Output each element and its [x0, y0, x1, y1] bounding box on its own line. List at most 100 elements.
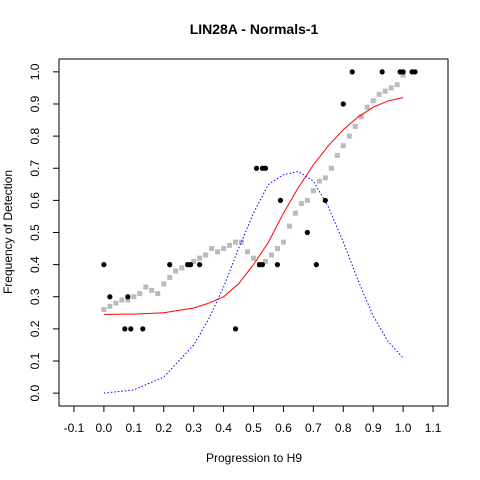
running-frequency-point — [274, 246, 280, 252]
running-frequency-point — [322, 175, 328, 181]
data-point — [412, 69, 418, 75]
running-frequency-point — [310, 188, 316, 194]
y-tick-label: 1.0 — [28, 63, 42, 80]
running-frequency-point — [221, 246, 227, 252]
running-frequency-point — [137, 291, 143, 297]
data-point — [122, 326, 128, 332]
data-point — [340, 101, 346, 107]
data-point — [197, 262, 203, 268]
data-point — [167, 262, 173, 268]
running-frequency-point — [167, 274, 173, 280]
running-frequency-point — [155, 291, 161, 297]
running-frequency-point — [125, 297, 131, 303]
running-frequency-point — [376, 91, 382, 97]
running-frequency-point — [394, 82, 400, 88]
running-frequency-point — [215, 249, 221, 255]
x-tick-label: 0.9 — [365, 421, 382, 435]
density-curve — [103, 170, 404, 394]
y-tick-label: 0.7 — [28, 160, 42, 177]
x-tick-label: 0.1 — [125, 421, 142, 435]
data-point — [274, 262, 281, 268]
data-point — [313, 262, 319, 268]
running-frequency-point — [203, 252, 209, 258]
y-tick-label: 0.2 — [28, 320, 42, 337]
running-frequency-point — [233, 239, 239, 245]
running-frequency-point — [245, 249, 251, 255]
running-frequency-point — [107, 303, 113, 309]
running-frequency-point — [119, 297, 125, 303]
data-point — [322, 197, 328, 203]
running-frequency-point — [352, 123, 358, 129]
data-point — [140, 326, 146, 332]
data-point — [262, 165, 269, 171]
running-frequency-point — [298, 201, 304, 207]
x-axis-title: Progression to H9 — [206, 451, 302, 465]
running-frequency-point — [262, 258, 268, 264]
running-frequency-point — [388, 85, 394, 91]
data-point — [101, 262, 107, 268]
data-point — [232, 326, 239, 332]
y-tick-label: 0.0 — [28, 384, 42, 401]
data-point — [277, 197, 284, 203]
running-frequency-point — [143, 284, 149, 290]
data-point — [259, 262, 266, 268]
running-frequency-point — [161, 281, 167, 287]
data-point — [400, 69, 406, 75]
x-axis: -0.1 0.0 0.1 0.2 0.3 0.4 0.5 0.6 0.7 0.8 0.9 1.0 1.1 — [64, 406, 442, 435]
running-frequency-point — [370, 98, 376, 104]
x-tick-label: 0.3 — [185, 421, 202, 435]
running-frequency-point — [131, 294, 137, 300]
y-tick-label: 0.8 — [28, 127, 42, 144]
running-frequency-point — [173, 268, 179, 274]
running-frequency-point — [334, 152, 340, 158]
y-axis-title: Frequency of Detection — [1, 170, 15, 294]
y-tick-label: 0.5 — [28, 224, 42, 241]
fitted-curve — [103, 97, 404, 315]
y-axis: 0.0 0.1 0.2 0.3 0.4 0.5 0.6 0.7 0.8 0.9 1.0 — [28, 63, 59, 401]
y-tick-label: 0.3 — [28, 288, 42, 305]
running-frequency-point — [179, 265, 185, 271]
x-tick-label: 0.2 — [155, 421, 172, 435]
running-frequency-point — [113, 300, 119, 306]
running-frequency-point — [340, 143, 346, 149]
data-point — [379, 69, 385, 75]
x-tick-label: 0.6 — [275, 421, 292, 435]
x-tick-label: -0.1 — [64, 421, 85, 435]
x-tick-label: 0.0 — [96, 421, 113, 435]
data-point — [304, 229, 310, 236]
running-frequency-point — [280, 239, 286, 245]
y-tick-label: 0.9 — [28, 95, 42, 112]
y-tick-label: 0.4 — [28, 256, 42, 273]
x-tick-label: 0.4 — [215, 421, 232, 435]
data-point — [349, 69, 355, 75]
data-point — [128, 326, 134, 332]
data-point — [188, 262, 194, 268]
running-frequency-point — [101, 307, 107, 313]
running-frequency-point — [328, 165, 334, 171]
running-frequency-point — [364, 104, 370, 110]
y-tick-label: 0.1 — [28, 352, 42, 369]
running-frequency-point — [358, 114, 364, 120]
running-frequency-point — [197, 255, 203, 261]
chart-title: LIN28A - Normals-1 — [190, 21, 319, 37]
x-tick-label: 1.0 — [395, 421, 412, 435]
running-frequency-point — [149, 287, 155, 293]
y-tick-label: 0.6 — [28, 192, 42, 209]
running-frequency-point — [400, 72, 406, 78]
x-tick-label: 0.5 — [245, 421, 262, 435]
running-frequency-point — [286, 223, 292, 229]
data-point — [253, 165, 260, 171]
plot-area — [101, 69, 418, 394]
running-frequency-point — [292, 210, 298, 216]
running-frequency-point — [209, 246, 215, 252]
running-frequency-point — [346, 133, 352, 139]
running-frequency-point — [304, 197, 310, 203]
x-tick-label: 0.7 — [305, 421, 322, 435]
running-frequency-point — [227, 242, 233, 248]
plot-frame — [58, 58, 449, 407]
x-tick-label: 1.1 — [425, 421, 442, 435]
running-frequency-point — [316, 178, 322, 184]
data-point — [107, 294, 113, 300]
running-frequency-point — [382, 88, 388, 94]
